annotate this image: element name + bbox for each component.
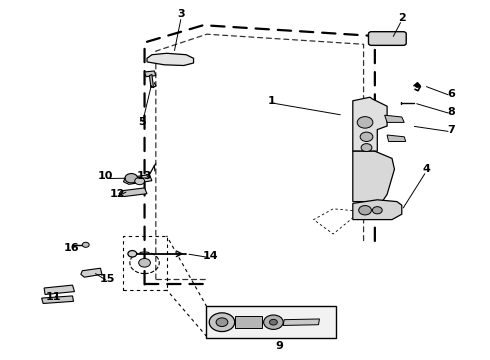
Polygon shape	[123, 175, 152, 184]
Polygon shape	[353, 97, 387, 151]
Polygon shape	[119, 188, 147, 197]
Text: 2: 2	[398, 13, 406, 23]
FancyBboxPatch shape	[368, 32, 406, 45]
Text: 7: 7	[447, 125, 455, 135]
Text: 1: 1	[268, 96, 276, 106]
Text: 16: 16	[63, 243, 79, 253]
Circle shape	[415, 84, 420, 87]
Circle shape	[135, 177, 145, 185]
Polygon shape	[44, 285, 74, 294]
Polygon shape	[149, 75, 153, 87]
Circle shape	[125, 174, 138, 183]
Circle shape	[357, 117, 373, 128]
Polygon shape	[42, 296, 74, 303]
Text: 15: 15	[100, 274, 116, 284]
Circle shape	[264, 315, 283, 329]
Circle shape	[361, 144, 372, 152]
Polygon shape	[385, 115, 404, 122]
Polygon shape	[235, 316, 262, 328]
Circle shape	[359, 206, 371, 215]
Polygon shape	[147, 53, 194, 66]
Circle shape	[139, 258, 150, 267]
Polygon shape	[81, 268, 102, 277]
Circle shape	[209, 313, 235, 332]
Circle shape	[128, 251, 137, 257]
Text: 13: 13	[137, 171, 152, 181]
Polygon shape	[353, 151, 394, 202]
Text: 14: 14	[203, 251, 219, 261]
Text: 12: 12	[110, 189, 125, 199]
Circle shape	[360, 132, 373, 141]
Text: 3: 3	[177, 9, 185, 19]
Polygon shape	[283, 319, 319, 325]
Circle shape	[216, 318, 228, 327]
Bar	[206, 306, 336, 338]
Polygon shape	[145, 71, 156, 77]
Polygon shape	[387, 135, 406, 141]
Text: 6: 6	[447, 89, 455, 99]
Text: 9: 9	[275, 341, 283, 351]
Circle shape	[82, 242, 89, 247]
Text: 4: 4	[422, 164, 430, 174]
Text: 11: 11	[46, 292, 62, 302]
Circle shape	[372, 207, 382, 214]
Polygon shape	[353, 200, 402, 220]
Text: 10: 10	[98, 171, 113, 181]
Text: 8: 8	[447, 107, 455, 117]
Text: 5: 5	[138, 117, 146, 127]
Circle shape	[270, 319, 277, 325]
